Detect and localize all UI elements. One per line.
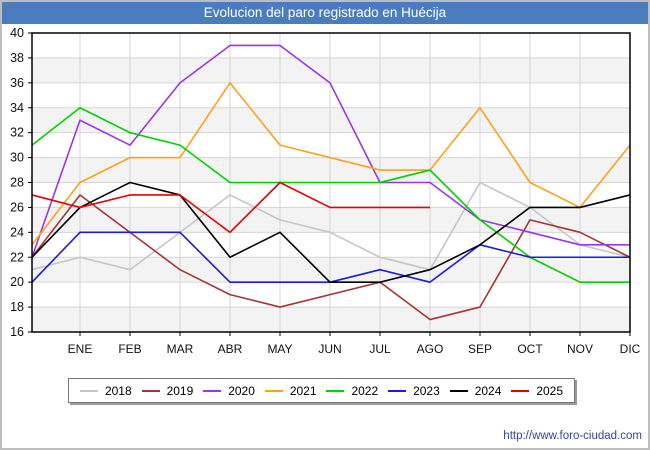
y-axis-label: 16	[10, 325, 24, 339]
x-axis-label: OCT	[517, 342, 543, 356]
y-axis-label: 20	[10, 275, 24, 289]
legend-label: 2025	[536, 383, 564, 398]
chart-title: Evolucion del paro registrado en Huécija	[2, 2, 648, 24]
legend-swatch-2021	[264, 389, 283, 392]
legend-swatch-2022	[326, 389, 345, 392]
y-axis-label: 36	[10, 76, 24, 90]
y-axis-label: 38	[10, 51, 24, 65]
x-axis-label: FEB	[118, 342, 141, 356]
legend-item-2022: 2022	[326, 384, 378, 398]
footer-link[interactable]: http://www.foro-ciudad.com	[503, 430, 642, 442]
x-axis-label: JUL	[369, 342, 391, 356]
y-axis-label: 24	[10, 225, 24, 239]
legend-label: 2019	[166, 383, 194, 398]
legend-label: 2021	[289, 383, 317, 398]
x-axis-label: JUN	[318, 342, 341, 356]
legend-item-2021: 2021	[264, 383, 317, 398]
legend-item-2019: 2019	[141, 383, 194, 398]
x-axis-label: ENE	[68, 342, 93, 356]
legend-swatch-2023	[388, 389, 407, 392]
x-axis-label: ABR	[218, 342, 243, 356]
x-axis-label: NOV	[567, 342, 593, 356]
series-line-2020	[31, 44, 630, 258]
y-axis-label: 40	[10, 26, 24, 40]
y-axis-label: 28	[10, 176, 24, 190]
y-axis-label: 30	[10, 151, 24, 165]
x-axis-label: MAR	[167, 342, 194, 356]
legend-swatch-2018	[79, 389, 98, 392]
legend-item-2020: 2020	[203, 384, 255, 398]
chart-legend: 2018 2019 2020 2021 2022 2023 2024 2025	[68, 378, 575, 403]
legend-swatch-2019	[141, 389, 160, 392]
legend-item-2023: 2023	[388, 384, 440, 398]
y-axis-label: 32	[10, 126, 24, 140]
series-line-2022	[31, 106, 630, 283]
legend-swatch-2025	[511, 389, 530, 392]
x-axis-label: AGO	[417, 342, 444, 356]
plot-band	[32, 257, 630, 283]
x-axis-label: DIC	[620, 342, 641, 356]
y-axis-label: 34	[10, 101, 24, 115]
plot-band	[32, 57, 630, 83]
legend-item-2024: 2024	[449, 383, 502, 398]
legend-label: 2018	[104, 383, 132, 398]
series-line-2021	[31, 82, 631, 246]
legend-swatch-2020	[203, 389, 222, 392]
legend-label: 2022	[351, 383, 379, 398]
legend-item-2025: 2025	[511, 384, 563, 398]
x-axis-label: MAY	[267, 342, 292, 356]
y-axis-label: 22	[10, 250, 24, 264]
plot-border	[31, 32, 631, 333]
plot-band	[32, 207, 630, 233]
plot-band	[32, 307, 630, 332]
legend-label: 2023	[413, 383, 440, 398]
y-axis-label: 18	[10, 300, 24, 314]
legend-label: 2024	[474, 383, 502, 398]
x-axis-label: SEP	[468, 342, 492, 356]
series-line-2025	[31, 181, 430, 234]
legend-label: 2020	[228, 383, 255, 398]
legend-item-2018: 2018	[79, 383, 132, 398]
legend-swatch-2024	[449, 389, 468, 392]
series-line-2024	[31, 181, 631, 283]
y-axis-label: 26	[10, 200, 24, 214]
